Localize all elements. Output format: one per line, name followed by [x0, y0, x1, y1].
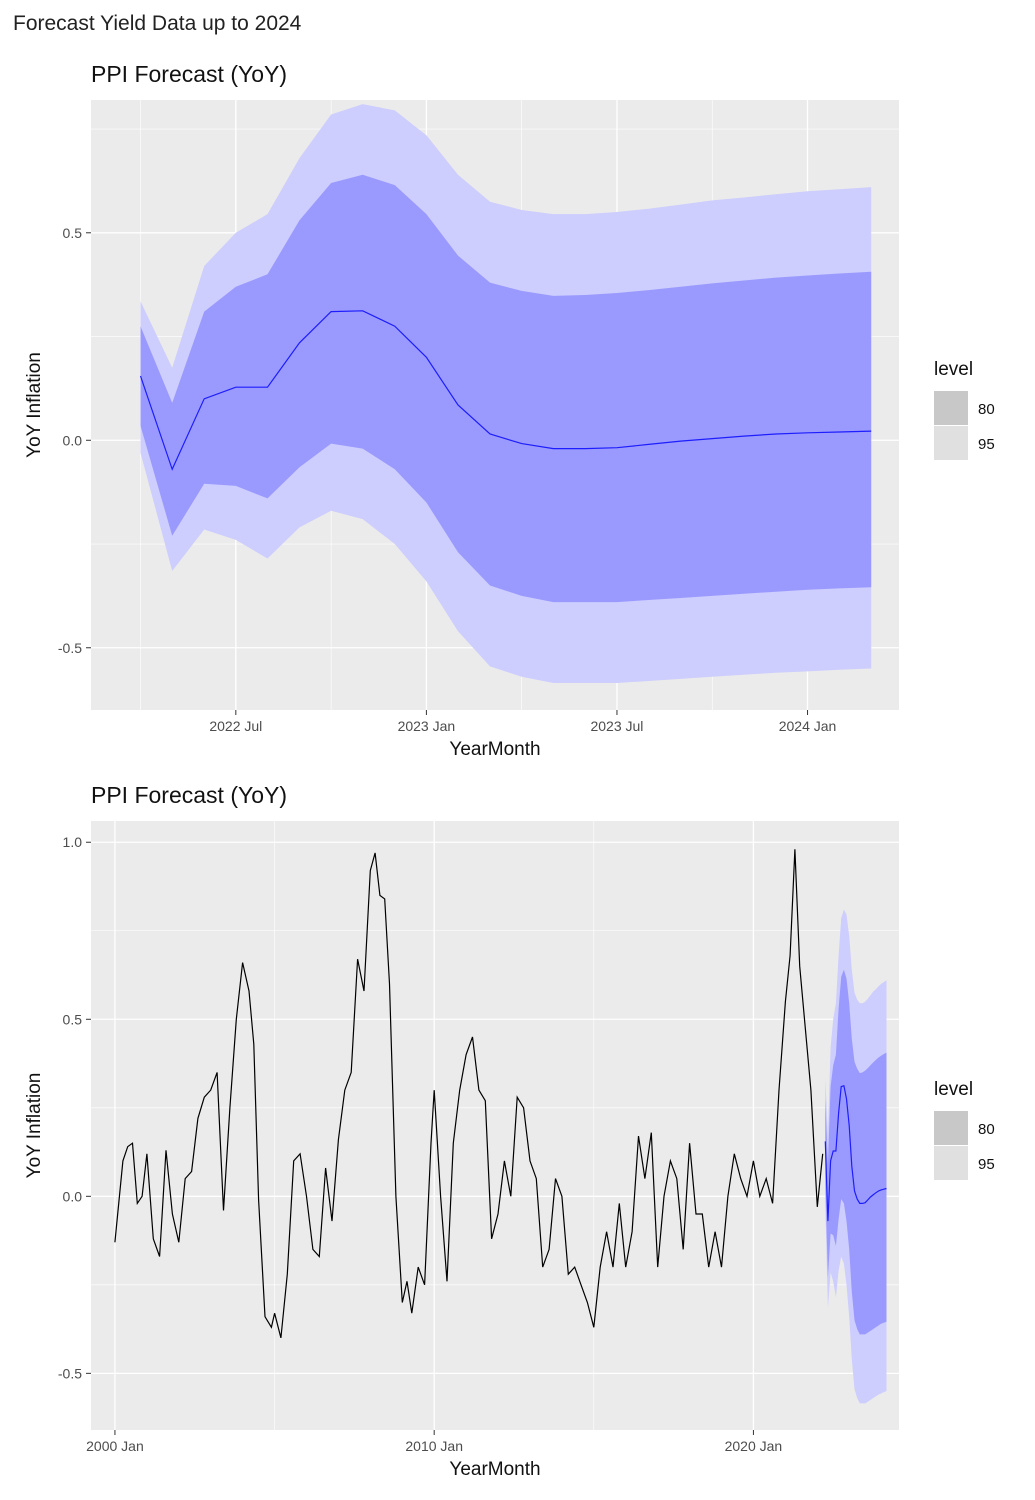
x-tick-label: 2000 Jan	[86, 1438, 144, 1454]
x-axis-label: YearMonth	[449, 1459, 540, 1480]
chart-title: PPI Forecast (YoY)	[91, 782, 287, 808]
x-tick-label: 2023 Jan	[398, 718, 456, 734]
legend-label: 95	[978, 436, 995, 453]
x-tick-label: 2023 Jul	[590, 718, 643, 734]
forecast-mean-line	[824, 1085, 887, 1222]
forecast-chart: PPI Forecast (YoY) 2022 Jul 2023 Jan 2023 J…	[24, 61, 995, 760]
legend-label: 80	[978, 1121, 995, 1138]
legend-title: level	[934, 1079, 973, 1100]
legend-label: 95	[978, 1156, 995, 1173]
x-tick-label: 2022 Jul	[209, 718, 262, 734]
y-axis-label: YoY Inflation	[24, 352, 45, 458]
y-tick-label: -0.5	[58, 1365, 82, 1381]
y-tick-label: 0.5	[63, 225, 83, 241]
x-tick-label: 2024 Jan	[779, 718, 837, 734]
legend-key-95	[934, 1146, 968, 1180]
x-axis-label: YearMonth	[449, 739, 540, 760]
x-tick-label: 2010 Jan	[405, 1438, 463, 1454]
legend-title: level	[934, 359, 973, 380]
legend-key-80	[934, 391, 968, 425]
band-80	[140, 174, 872, 603]
band-80	[825, 969, 887, 1335]
history-forecast-chart: PPI Forecast (YoY) 2000 Jan 2010 Jan 2020 J…	[24, 782, 995, 1480]
chart-title: PPI Forecast (YoY)	[91, 61, 287, 87]
history-line	[114, 849, 824, 1339]
y-axis-label: YoY Inflation	[24, 1073, 45, 1179]
page-title: Forecast Yield Data up to 2024	[13, 12, 302, 35]
plot-panel	[91, 821, 899, 1430]
y-tick-label: 0.5	[63, 1011, 83, 1027]
legend-key-95	[934, 426, 968, 460]
x-tick-label: 2020 Jan	[725, 1438, 783, 1454]
y-tick-label: 1.0	[63, 834, 83, 850]
y-tick-label: 0.0	[63, 432, 83, 448]
forecast-mean-line	[139, 310, 872, 471]
y-tick-label: -0.5	[58, 640, 82, 656]
legend-key-80	[934, 1111, 968, 1145]
legend-label: 80	[978, 401, 995, 418]
y-tick-label: 0.0	[63, 1188, 83, 1204]
